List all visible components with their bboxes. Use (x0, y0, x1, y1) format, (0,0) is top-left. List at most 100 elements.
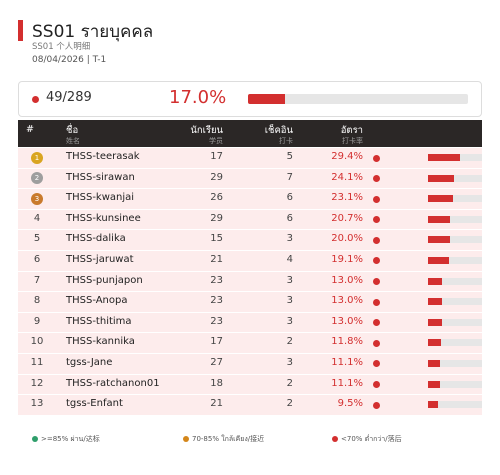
checkin-count-cell: 3 (286, 274, 293, 286)
checkin-count-cell: 2 (286, 377, 293, 389)
col-rank-header: # (26, 124, 34, 135)
legend: >=85% ผ่าน/达标 70-85% ใกล้เคียง/接近 <70% ต่ำ… (32, 434, 472, 446)
checkin-count-cell: 2 (286, 398, 293, 410)
teacher-name: tgss-Enfant (66, 398, 123, 410)
col-students-subheader: 学员 (209, 137, 223, 145)
student-count: 18 (210, 377, 223, 389)
rate-mini-bar (428, 298, 482, 306)
rank-medal-icon: 2 (31, 172, 43, 185)
student-count: 23 (210, 315, 223, 327)
rate-mini-bar-fill (428, 236, 450, 244)
rate-mini-bar-fill (428, 401, 439, 409)
student-count: 17 (210, 151, 223, 162)
legend-item: >=85% ผ่าน/达标 (32, 434, 100, 445)
checkin-count-cell: 2 (286, 336, 293, 348)
rate-value: 20.7% (331, 212, 363, 224)
checkin-count-cell: 6 (286, 192, 293, 204)
teacher-name: THSS-punjapon (66, 274, 143, 286)
status-dot-icon (373, 319, 380, 327)
table-row[interactable]: 12 THSS-ratchanon01 18 2 11.1% (18, 374, 482, 396)
status-dot-icon (373, 257, 380, 265)
rank-number: 5 (33, 233, 41, 245)
date-shift-label: 08/04/2026 | T-1 (32, 55, 107, 65)
teacher-name: THSS-kunsinee (66, 212, 141, 224)
legend-label: <70% ต่ำกว่า/落后 (341, 435, 402, 443)
rank-medal-icon: 3 (31, 192, 43, 205)
rate-mini-bar (428, 195, 482, 203)
legend-dot-icon (32, 435, 38, 442)
col-checkins-subheader: 打卡 (279, 137, 293, 145)
col-rate-subheader: 打卡率 (342, 137, 363, 145)
checkin-count-cell: 4 (286, 253, 293, 265)
table-row[interactable]: 11 tgss-Jane 27 3 11.1% (18, 353, 482, 375)
rate-mini-bar (428, 401, 482, 409)
student-count: 26 (210, 192, 223, 204)
teacher-name: THSS-kwanjai (66, 192, 135, 204)
page-title: SS01 รายบุคคล (32, 22, 154, 42)
table-row[interactable]: 10 THSS-kannika 17 2 11.8% (18, 333, 482, 354)
rank-number: 7 (33, 274, 41, 286)
summary-card: 49/289 17.0% (18, 81, 482, 117)
rate-value: 13.0% (331, 315, 363, 327)
table-row[interactable]: 5 THSS-dalika 15 3 20.0% (18, 230, 482, 251)
rate-value: 29.4% (331, 151, 363, 162)
table-row[interactable]: 6 THSS-jaruwat 21 4 19.1% (18, 250, 482, 272)
rate-mini-bar (428, 215, 482, 223)
teacher-name: THSS-teerasak (66, 151, 140, 162)
checkin-count-cell: 3 (286, 315, 293, 327)
rate-value: 24.1% (331, 171, 363, 183)
table-row[interactable]: 7 THSS-punjapon 23 3 13.0% (18, 271, 482, 293)
rate-value: 19.1% (331, 253, 363, 265)
rank-number: 10 (30, 336, 44, 348)
rate-mini-bar-fill (428, 256, 449, 264)
rate-mini-bar-fill (428, 380, 440, 388)
ranking-table-body: 1 THSS-teerasak 17 5 29.4% 2 THSS-sirawan 29 7 24… (18, 148, 482, 416)
teacher-name: THSS-ratchanon01 (66, 377, 160, 389)
rank-number: 9 (33, 315, 41, 327)
rank-number: 12 (30, 377, 44, 389)
status-dot-icon (373, 236, 380, 244)
rate-mini-bar-fill (428, 298, 443, 306)
table-row[interactable]: 2 THSS-sirawan 29 7 24.1% (18, 168, 482, 190)
teacher-name: tgss-Jane (66, 356, 113, 368)
table-row[interactable]: 1 THSS-teerasak 17 5 29.4% (18, 148, 482, 169)
table-row[interactable]: 4 THSS-kunsinee 29 6 20.7% (18, 209, 482, 231)
overall-rate: 17.0% (169, 87, 227, 108)
checkin-count-cell: 7 (286, 171, 293, 183)
rate-mini-bar-fill (428, 215, 451, 223)
status-dot-icon (373, 360, 380, 368)
legend-label: 70-85% ใกล้เคียง/接近 (192, 435, 265, 443)
rate-mini-bar-fill (428, 318, 443, 326)
table-row[interactable]: 9 THSS-thitima 23 3 13.0% (18, 312, 482, 334)
rate-value: 20.0% (331, 233, 363, 245)
table-row[interactable]: 13 tgss-Enfant 21 2 9.5% (18, 395, 482, 416)
overall-progress-fill (248, 94, 286, 104)
teacher-name: THSS-jaruwat (66, 253, 134, 265)
rate-mini-bar (428, 174, 482, 182)
col-students-header: นักเรียน (190, 125, 223, 136)
status-dot-icon (373, 381, 380, 389)
checkin-count: 49/289 (46, 90, 92, 105)
rank-medal-icon: 1 (31, 151, 43, 164)
rank-number: 8 (33, 295, 41, 307)
table-row[interactable]: 3 THSS-kwanjai 26 6 23.1% (18, 189, 482, 210)
rate-mini-bar-fill (428, 339, 441, 347)
student-count: 23 (210, 295, 223, 307)
checkin-count-cell: 6 (286, 212, 293, 224)
rate-mini-bar-fill (428, 154, 460, 161)
status-dot-icon (373, 339, 380, 347)
rate-value: 23.1% (331, 192, 363, 204)
overall-progress-bar (248, 94, 468, 104)
teacher-name: THSS-Anopa (66, 295, 128, 307)
teacher-name: THSS-dalika (66, 233, 126, 245)
col-rate-header: อัตรา (340, 125, 363, 136)
rate-value: 13.0% (331, 274, 363, 286)
table-header: # ชื่อ 姓名 นักเรียน 学员 เช็คอิน 打卡 อัตรา 打… (18, 120, 482, 147)
teacher-name: THSS-thitima (66, 315, 132, 327)
checkin-count-cell: 3 (286, 356, 293, 368)
table-row[interactable]: 8 THSS-Anopa 23 3 13.0% (18, 292, 482, 313)
rank-number: 6 (33, 253, 41, 265)
status-dot-icon (373, 401, 380, 409)
status-dot-icon (373, 154, 380, 162)
rate-mini-bar (428, 339, 482, 347)
